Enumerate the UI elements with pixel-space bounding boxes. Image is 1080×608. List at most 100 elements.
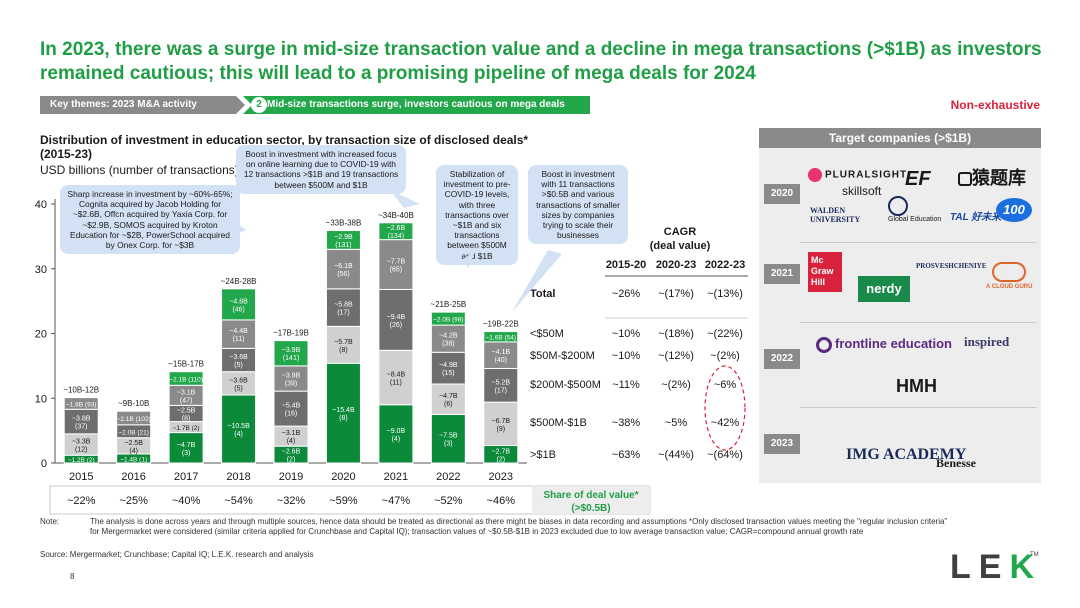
cagr-value: ~(44%) bbox=[658, 449, 694, 461]
data-label: ~5.4B bbox=[282, 403, 301, 410]
bar-segment bbox=[168, 371, 204, 386]
footnote-label: Note: bbox=[40, 517, 60, 526]
data-label: (17) bbox=[337, 310, 349, 317]
theme-current-label[interactable]: Mid-size transactions surge, investors c… bbox=[243, 96, 590, 114]
x-tick-label: 2021 bbox=[384, 471, 408, 483]
bar-segment bbox=[430, 413, 466, 464]
bar-segment bbox=[483, 341, 519, 369]
frontline-icon bbox=[816, 336, 832, 353]
bar-segment bbox=[378, 404, 414, 464]
data-label: ~3.1B bbox=[282, 430, 301, 437]
bar-segment bbox=[483, 331, 519, 343]
data-label: ~3.8B bbox=[72, 416, 91, 423]
bar-segment bbox=[63, 397, 99, 410]
data-label: ~3.9B bbox=[282, 347, 301, 354]
logo-nerdy: nerdy bbox=[858, 276, 910, 302]
share-value: ~32% bbox=[277, 495, 306, 507]
logo-100: 100 bbox=[996, 198, 1032, 222]
callout-2021: Stabilization of investment to pre-COVID… bbox=[436, 165, 518, 265]
cagr-value: ~10% bbox=[612, 328, 641, 340]
data-label: (16) bbox=[285, 411, 297, 418]
logo-frontline: frontline education bbox=[816, 336, 952, 353]
x-tick-label: 2017 bbox=[174, 471, 198, 483]
pluralsight-icon bbox=[808, 168, 822, 182]
cloud-icon bbox=[992, 262, 1027, 282]
data-label: ~6.7B bbox=[492, 418, 511, 425]
data-label: ~3.3B bbox=[72, 439, 91, 446]
bar-segment bbox=[221, 319, 257, 349]
data-label: (3) bbox=[444, 441, 453, 448]
data-label: ~4.7B bbox=[439, 393, 458, 400]
target-year-2020[interactable]: 2020 bbox=[764, 184, 800, 204]
y-tick-label: 0 bbox=[41, 458, 47, 470]
x-tick-label: 2022 bbox=[436, 471, 460, 483]
yuantiku-icon bbox=[958, 172, 972, 187]
cagr-value: ~10% bbox=[612, 350, 641, 362]
bar-segment bbox=[325, 325, 361, 364]
total-label: ~10B-12B bbox=[63, 386, 99, 395]
lek-logo: LEK bbox=[950, 548, 1042, 587]
highlight-ellipse bbox=[704, 365, 746, 451]
target-year-2022[interactable]: 2022 bbox=[764, 349, 800, 369]
data-label: (40) bbox=[495, 357, 507, 364]
theme-bar: Key themes: 2023 M&A activity Mid-size t… bbox=[40, 96, 590, 114]
data-label: ~4.4B bbox=[229, 328, 248, 335]
bar-segment bbox=[325, 362, 361, 464]
chart-units: USD billions (number of transactions) bbox=[40, 163, 239, 177]
data-label: ~5.8B bbox=[334, 302, 353, 309]
cagr-column-header: 2020-23 bbox=[656, 259, 696, 271]
data-label: ~1.8B (93) bbox=[66, 401, 97, 408]
target-year-2023[interactable]: 2023 bbox=[764, 434, 800, 454]
data-label: (47) bbox=[180, 397, 192, 404]
cagr-title: CAGR bbox=[664, 226, 696, 238]
data-label: ~4.7B bbox=[177, 442, 196, 449]
bar-segment bbox=[116, 410, 152, 426]
data-label: (131) bbox=[335, 242, 351, 249]
data-label: ~5.7B bbox=[334, 339, 353, 346]
cagr-value: ~(12%) bbox=[658, 350, 694, 362]
share-value: ~54% bbox=[224, 495, 253, 507]
page-number: 8 bbox=[70, 572, 75, 581]
data-label: (15) bbox=[442, 370, 454, 377]
data-label: ~9.4B bbox=[387, 314, 406, 321]
bar-segment bbox=[430, 383, 466, 415]
data-label: (26) bbox=[390, 322, 402, 329]
data-label: ~2.5B bbox=[177, 407, 196, 414]
data-label: (2) bbox=[287, 457, 296, 464]
global-education-icon bbox=[888, 196, 908, 216]
data-label: (65) bbox=[390, 267, 402, 274]
lek-logo-accent: K bbox=[1009, 548, 1043, 586]
bar-segment bbox=[273, 340, 309, 367]
cagr-value: ~(13%) bbox=[707, 288, 743, 300]
data-label: ~2.7B bbox=[492, 448, 511, 455]
cagr-value: ~11% bbox=[612, 379, 640, 391]
data-label: ~8.4B bbox=[387, 372, 406, 379]
data-label: (56) bbox=[337, 271, 349, 278]
cagr-column-header: 2015-20 bbox=[606, 259, 646, 271]
callout-2020: Boost in investment with increased focus… bbox=[236, 145, 406, 194]
theme-key-label[interactable]: Key themes: 2023 M&A activity bbox=[40, 96, 245, 114]
logo-img-academy: IMG ACADEMY bbox=[846, 446, 967, 463]
cagr-column-header: 2022-23 bbox=[705, 259, 745, 271]
cagr-title: (deal value) bbox=[650, 240, 711, 252]
logo-prosveshcheniye: PROSVESHCHENIYE bbox=[916, 262, 987, 270]
data-label: (4) bbox=[234, 431, 243, 438]
share-value: ~40% bbox=[172, 495, 201, 507]
data-label: (141) bbox=[283, 355, 299, 362]
target-year-2021[interactable]: 2021 bbox=[764, 264, 800, 284]
share-label-box bbox=[532, 486, 650, 514]
target-panel bbox=[759, 128, 1041, 483]
data-label: (37) bbox=[75, 424, 87, 431]
data-label: ~2.0B (98) bbox=[433, 317, 464, 324]
data-label: (5) bbox=[234, 362, 243, 369]
cagr-value: ~6% bbox=[714, 379, 737, 391]
cagr-value: ~(22%) bbox=[707, 328, 743, 340]
data-label: (11) bbox=[233, 336, 245, 343]
bar-segment bbox=[430, 311, 466, 326]
y-tick-label: 30 bbox=[35, 264, 47, 276]
share-label: (>$0.5B) bbox=[571, 503, 610, 514]
bar-segment bbox=[378, 349, 414, 406]
lek-trademark: TM bbox=[1030, 552, 1039, 558]
x-tick-label: 2018 bbox=[226, 471, 250, 483]
logo-skillsoft: skillsoft bbox=[842, 184, 882, 198]
